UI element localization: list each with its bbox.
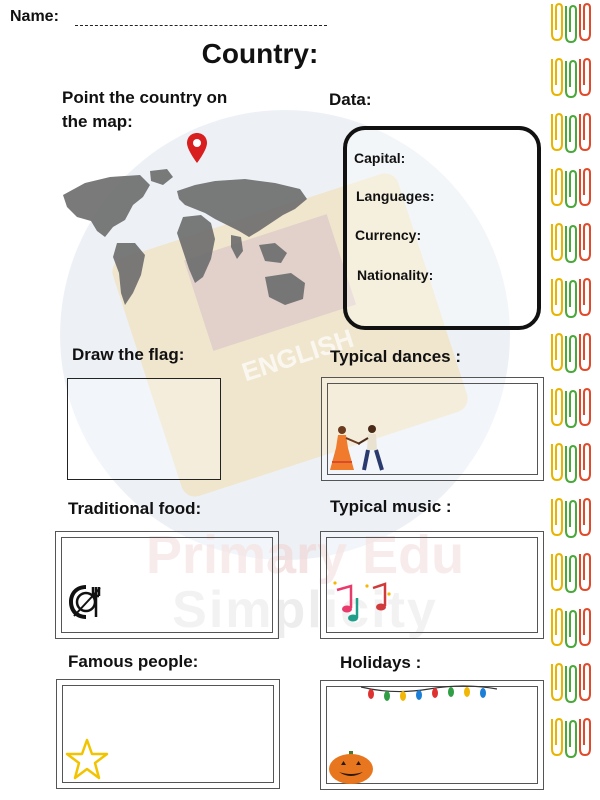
dances-box-inner: [327, 383, 538, 475]
dances-box[interactable]: [321, 377, 544, 481]
name-label: Name:: [10, 8, 59, 25]
holidays-box[interactable]: [320, 680, 544, 790]
pumpkin-icon: [329, 751, 373, 784]
dances-label: Typical dances :: [330, 347, 462, 366]
string-lights-icon: [360, 685, 498, 701]
music-label: Typical music :: [330, 497, 452, 516]
map-label-line-1: Point the country on: [62, 88, 228, 107]
food-box[interactable]: [55, 531, 279, 639]
field-capital: Capital:: [354, 150, 406, 166]
field-languages: Languages:: [356, 188, 435, 204]
world-map-icon: [63, 169, 307, 305]
music-notes-icon: [333, 581, 391, 622]
map-pin-icon: [187, 133, 207, 163]
data-section-label: Data:: [329, 90, 372, 109]
watermark-brand-sub: Simplicity: [172, 581, 438, 639]
map-section-label: Point the country on the map:: [62, 86, 227, 134]
page-title: Country:: [201, 38, 319, 69]
holidays-box-inner: [326, 686, 538, 784]
dancers-icon: [330, 425, 384, 471]
name-input-line[interactable]: [75, 25, 327, 26]
field-nationality: Nationality:: [357, 267, 434, 283]
paperclip-border-icon: [551, 3, 591, 758]
map-label-line-2: the map:: [62, 112, 133, 131]
field-currency: Currency:: [355, 227, 422, 243]
music-box[interactable]: [320, 531, 544, 639]
people-box-inner: [62, 685, 274, 783]
people-box[interactable]: [56, 679, 280, 789]
flag-label: Draw the flag:: [72, 345, 185, 364]
music-box-inner: [326, 537, 538, 633]
people-label: Famous people:: [68, 652, 199, 671]
star-icon: [65, 738, 109, 780]
food-icon: [69, 585, 101, 619]
food-label: Traditional food:: [68, 499, 202, 518]
flag-drawing-box[interactable]: [67, 378, 221, 480]
data-box: [343, 126, 541, 330]
holidays-label: Holidays :: [340, 653, 422, 672]
food-box-inner: [61, 537, 273, 633]
